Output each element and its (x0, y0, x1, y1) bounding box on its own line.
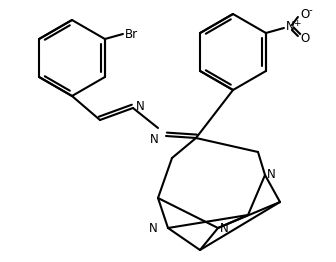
Text: N: N (150, 133, 159, 146)
Text: O: O (300, 8, 309, 20)
Text: N: N (267, 168, 276, 182)
Text: N: N (136, 101, 145, 113)
Text: N: N (220, 221, 229, 234)
Text: O: O (300, 32, 309, 46)
Text: N: N (149, 221, 158, 234)
Text: N: N (286, 19, 295, 32)
Text: -: - (309, 5, 313, 15)
Text: +: + (293, 19, 300, 28)
Text: Br: Br (125, 28, 138, 41)
